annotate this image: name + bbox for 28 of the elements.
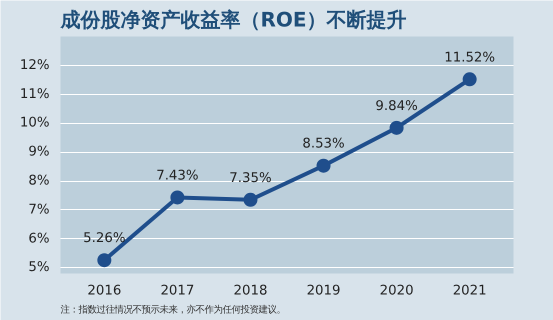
x-tick-label: 2021 — [452, 284, 487, 298]
y-tick-label: 6% — [28, 231, 50, 246]
y-tick-label: 10% — [20, 116, 50, 131]
point — [462, 72, 477, 86]
x-tick-label: 2020 — [380, 284, 414, 298]
data-label: 5.26% — [83, 231, 126, 246]
x-tick-label: 2017 — [160, 284, 194, 298]
text: 注：指数过往情况不预示未来，亦不作为任何投资建议。 — [60, 304, 286, 316]
point — [170, 190, 184, 204]
y-tick-label: 12% — [20, 58, 50, 73]
y-tick-label: 7% — [28, 202, 50, 218]
point — [316, 158, 331, 173]
data-label: 7.35% — [229, 170, 272, 186]
point — [97, 253, 112, 268]
y-tick-label: 5% — [28, 260, 50, 276]
y-tick-label: 8% — [28, 174, 50, 189]
x-tick-label: 2018 — [234, 284, 268, 298]
y-tick-label: 11% — [20, 86, 50, 102]
data-label: 7.43% — [156, 168, 199, 184]
data-label: 11.52% — [444, 50, 496, 66]
point — [390, 120, 404, 135]
point — [243, 192, 258, 207]
x-tick-label: 2019 — [306, 284, 340, 298]
chart-title: 成份股净资产收益率（ROE）不断提升 — [60, 8, 407, 32]
data-label: 8.53% — [302, 136, 345, 152]
y-tick-label: 9% — [28, 144, 50, 160]
x-tick-label: 2016 — [87, 284, 122, 298]
data-label: 9.84% — [375, 98, 418, 114]
